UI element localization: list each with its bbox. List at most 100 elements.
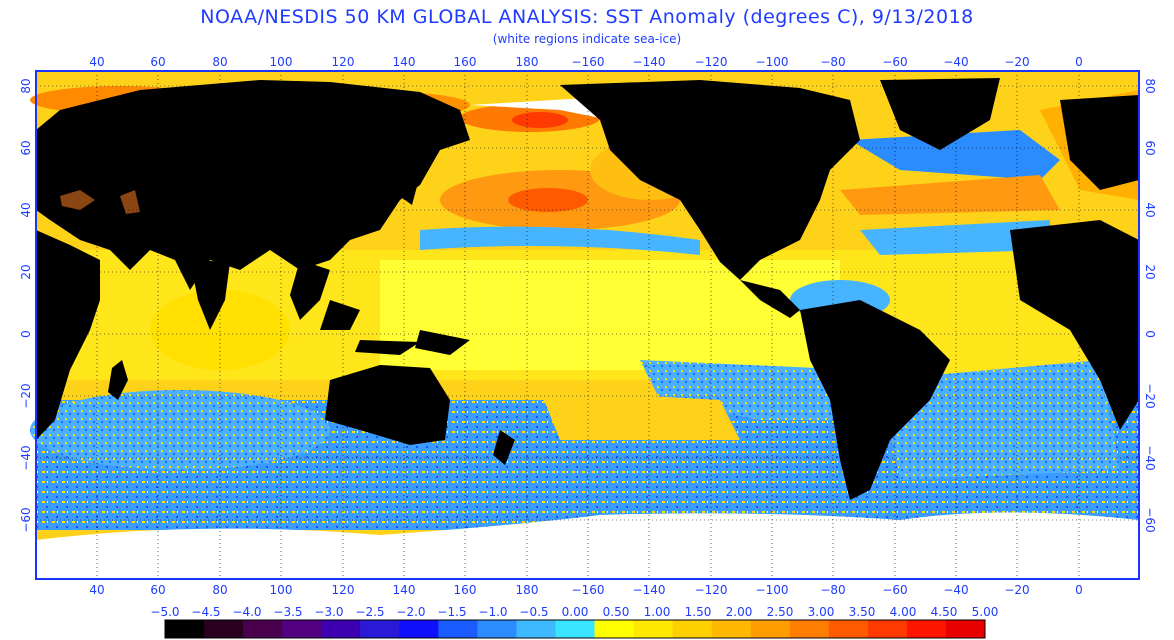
colorbar-swatch: [282, 620, 322, 638]
colorbar-label: 2.00: [726, 605, 753, 619]
colorbar-swatch: [594, 620, 635, 638]
lat-tick: 20: [19, 264, 33, 279]
lon-ticks-top: 40 60 80 100 120 140 160 180 −160 −140 −…: [89, 55, 1082, 69]
land-south-america: [800, 300, 950, 500]
land-australia: [325, 365, 450, 445]
lon-tick: 60: [150, 55, 165, 69]
graticule: [36, 71, 1139, 579]
land-north-america: [560, 80, 860, 280]
map-title: NOAA/NESDIS 50 KM GLOBAL ANALYSIS: SST A…: [200, 6, 974, 28]
colorbar-swatch: [828, 620, 869, 638]
lat-tick: 0: [19, 330, 33, 338]
colorbar-frame: [164, 619, 986, 639]
colorbar-label: −1.0: [478, 605, 507, 619]
lon-tick: 0: [1075, 55, 1083, 69]
colorbar-swatch: [165, 620, 205, 638]
lon-tick: −140: [633, 583, 666, 597]
land-india: [190, 260, 230, 330]
lon-tick: −20: [1004, 55, 1029, 69]
colorbar-swatch: [867, 620, 908, 638]
colorbar-label: 4.50: [931, 605, 958, 619]
colorbar-swatch: [945, 620, 986, 638]
lon-tick: 40: [89, 583, 104, 597]
lat-tick: 60: [19, 140, 33, 155]
lon-tick: 0: [1075, 583, 1083, 597]
map-frame: [35, 70, 1140, 580]
lon-tick: −100: [756, 583, 789, 597]
colorbar-label: 1.00: [644, 605, 671, 619]
lat-ticks-left: 80 60 40 20 0 −20 −40 −60: [19, 78, 33, 532]
colorbar-label: −0.5: [519, 605, 548, 619]
lon-tick: 160: [454, 583, 477, 597]
lon-tick: −60: [882, 55, 907, 69]
lon-tick: 120: [332, 55, 355, 69]
lat-tick: 0: [1143, 330, 1157, 338]
lon-tick: 140: [393, 583, 416, 597]
colorbar-label: −2.0: [396, 605, 425, 619]
lon-tick: −40: [943, 55, 968, 69]
lon-tick: 40: [89, 55, 104, 69]
lon-tick: 100: [270, 55, 293, 69]
land-africa-east: [1010, 220, 1139, 430]
lon-tick: 160: [454, 55, 477, 69]
colorbar-label: −4.0: [232, 605, 261, 619]
lat-ticks-right: 80 60 40 20 0 −20 −40 −60: [1143, 78, 1157, 532]
colorbar-label: 5.00: [972, 605, 999, 619]
lat-tick: 40: [19, 202, 33, 217]
lat-tick: −60: [19, 507, 33, 532]
colorbar-swatch: [204, 620, 244, 638]
lon-tick: 180: [516, 583, 539, 597]
colorbar-swatch: [672, 620, 713, 638]
colorbar-label: −3.5: [273, 605, 302, 619]
colorbar-label: −4.5: [191, 605, 220, 619]
land-greenland: [880, 78, 1000, 150]
colorbar-swatch: [399, 620, 439, 638]
lon-tick: 180: [516, 55, 539, 69]
lon-tick: −80: [820, 55, 845, 69]
lon-tick: 80: [212, 55, 227, 69]
colorbar-label: 2.50: [767, 605, 794, 619]
colorbar-label: −1.5: [437, 605, 466, 619]
lon-tick: −140: [633, 55, 666, 69]
colorbar-swatch: [711, 620, 752, 638]
lat-tick: −60: [1143, 507, 1157, 532]
lon-tick: 140: [393, 55, 416, 69]
lat-tick: −40: [19, 445, 33, 470]
lat-tick: 80: [1143, 78, 1157, 93]
colorbar-swatch: [906, 620, 947, 638]
colorbar-swatch: [243, 620, 283, 638]
lon-tick: −120: [695, 55, 728, 69]
lon-tick: −20: [1004, 583, 1029, 597]
lat-tick: 80: [19, 78, 33, 93]
lon-tick: −80: [820, 583, 845, 597]
lon-tick: 100: [270, 583, 293, 597]
lon-tick: −100: [756, 55, 789, 69]
colorbar-swatch: [321, 620, 361, 638]
colorbar-label: 4.00: [890, 605, 917, 619]
lon-tick: −160: [572, 55, 605, 69]
colorbar-swatch: [750, 620, 791, 638]
land-masses: [36, 78, 1139, 500]
colorbar-label: 0.50: [603, 605, 630, 619]
lon-tick: 60: [150, 583, 165, 597]
lat-tick: −20: [19, 383, 33, 408]
colorbar-swatch: [789, 620, 830, 638]
lon-tick: 120: [332, 583, 355, 597]
lon-tick: −40: [943, 583, 968, 597]
lon-tick: −160: [572, 583, 605, 597]
ocean-anomaly-field: [30, 71, 1139, 579]
colorbar-swatch: [477, 620, 517, 638]
land-africa: [36, 230, 100, 440]
colorbar-label: 1.50: [685, 605, 712, 619]
colorbar-label: −5.0: [150, 605, 179, 619]
colorbar: −5.0 −4.5 −4.0 −3.5 −3.0 −2.5 −2.0 −1.5 −1.0 −0.5…: [150, 605, 999, 639]
land-eurasia: [36, 80, 470, 290]
colorbar-label: 3.00: [808, 605, 835, 619]
colorbar-label: 0.00: [562, 605, 589, 619]
lat-tick: 60: [1143, 140, 1157, 155]
lon-tick: −120: [695, 583, 728, 597]
lon-tick: 80: [212, 583, 227, 597]
colorbar-swatch: [360, 620, 400, 638]
colorbar-swatch: [438, 620, 478, 638]
